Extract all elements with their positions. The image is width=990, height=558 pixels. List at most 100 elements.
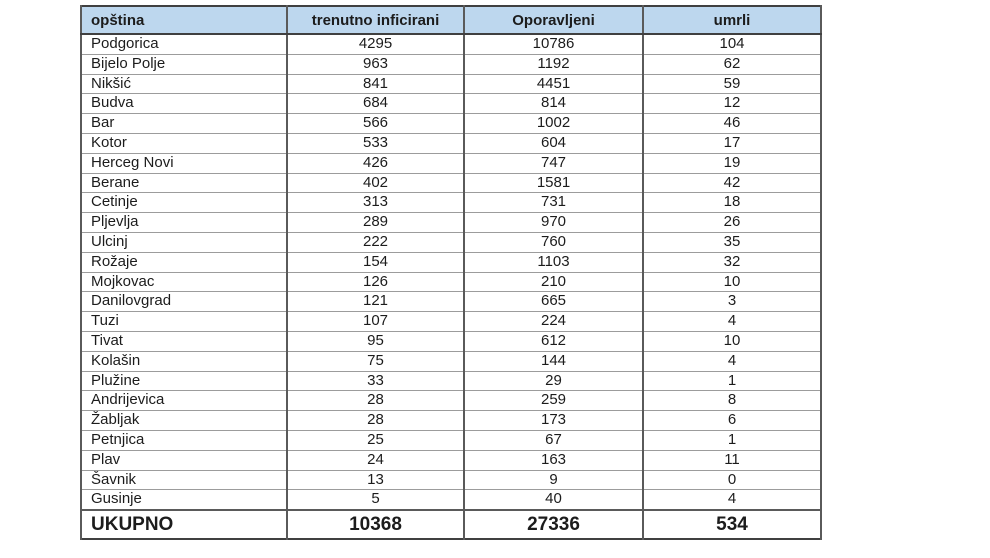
municipality-cell: Podgorica (80, 34, 288, 55)
column-header-umrli: umrli (642, 6, 822, 35)
municipality-cell: Plav (80, 449, 288, 471)
value-cell: 28 (286, 410, 465, 431)
value-cell: 1192 (463, 53, 644, 75)
total-deaths-value: 534 (642, 509, 822, 540)
municipality-cell: Rožaje (80, 251, 288, 273)
value-cell: 40 (463, 489, 644, 511)
value-cell: 612 (463, 330, 644, 352)
table-row: Rožaje 154 1103 32 (80, 251, 822, 273)
value-cell: 25 (286, 429, 465, 451)
table-row: Pljevlja 289 970 26 (80, 212, 822, 233)
table-row: Bar 566 1002 46 (80, 113, 822, 134)
municipality-cell: Gusinje (80, 489, 288, 511)
value-cell: 10786 (463, 34, 644, 55)
value-cell: 533 (286, 132, 465, 154)
value-cell: 10 (642, 271, 822, 292)
value-cell: 4 (642, 311, 822, 332)
value-cell: 6 (642, 410, 822, 431)
table-row: Berane 402 1581 42 (80, 172, 822, 193)
municipality-cell: Mojkovac (80, 271, 288, 292)
municipality-cell: Andrijevica (80, 390, 288, 411)
value-cell: 35 (642, 231, 822, 253)
value-cell: 163 (463, 449, 644, 471)
value-cell: 33 (286, 370, 465, 391)
value-cell: 9 (463, 469, 644, 490)
municipality-cell: Plužine (80, 370, 288, 391)
value-cell: 0 (642, 469, 822, 490)
table-row: Cetinje 313 731 18 (80, 192, 822, 213)
value-cell: 760 (463, 231, 644, 253)
value-cell: 402 (286, 172, 465, 193)
value-cell: 121 (286, 291, 465, 312)
municipality-cell: Danilovgrad (80, 291, 288, 312)
value-cell: 684 (286, 93, 465, 114)
municipality-cell: Tivat (80, 330, 288, 352)
value-cell: 566 (286, 113, 465, 134)
municipality-cell: Bijelo Polje (80, 53, 288, 75)
table-row: Plužine 33 29 1 (80, 370, 822, 391)
value-cell: 32 (642, 251, 822, 273)
value-cell: 28 (286, 390, 465, 411)
value-cell: 46 (642, 113, 822, 134)
municipality-cell: Berane (80, 172, 288, 193)
total-recovered-value: 27336 (463, 509, 644, 540)
table-row: Bijelo Polje 963 1192 62 (80, 53, 822, 75)
total-infected-value: 10368 (286, 509, 465, 540)
value-cell: 11 (642, 449, 822, 471)
table-row: Nikšić 841 4451 59 (80, 73, 822, 94)
municipality-cell: Ulcinj (80, 231, 288, 253)
value-cell: 963 (286, 53, 465, 75)
table-row: Šavnik 13 9 0 (80, 469, 822, 490)
table-row: Tuzi 107 224 4 (80, 311, 822, 332)
value-cell: 5 (286, 489, 465, 511)
value-cell: 1 (642, 429, 822, 451)
value-cell: 67 (463, 429, 644, 451)
municipality-cell: Pljevlja (80, 212, 288, 233)
municipality-cell: Cetinje (80, 192, 288, 213)
table-row: Budva 684 814 12 (80, 93, 822, 114)
value-cell: 126 (286, 271, 465, 292)
value-cell: 224 (463, 311, 644, 332)
municipality-cell: Kolašin (80, 350, 288, 372)
value-cell: 970 (463, 212, 644, 233)
value-cell: 259 (463, 390, 644, 411)
value-cell: 154 (286, 251, 465, 273)
value-cell: 814 (463, 93, 644, 114)
value-cell: 4451 (463, 73, 644, 94)
page: opština trenutno inficirani Oporavljeni … (80, 5, 822, 541)
total-row: UKUPNO 10368 27336 534 (80, 509, 822, 540)
value-cell: 4 (642, 489, 822, 511)
value-cell: 19 (642, 152, 822, 174)
value-cell: 62 (642, 53, 822, 75)
table-row: Žabljak 28 173 6 (80, 410, 822, 431)
table-row: Ulcinj 222 760 35 (80, 231, 822, 253)
value-cell: 104 (642, 34, 822, 55)
value-cell: 173 (463, 410, 644, 431)
table-row: Mojkovac 126 210 10 (80, 271, 822, 292)
municipality-cell: Budva (80, 93, 288, 114)
value-cell: 24 (286, 449, 465, 471)
value-cell: 210 (463, 271, 644, 292)
value-cell: 1103 (463, 251, 644, 273)
covid-municipality-table: opština trenutno inficirani Oporavljeni … (80, 5, 822, 541)
municipality-cell: Šavnik (80, 469, 288, 490)
value-cell: 841 (286, 73, 465, 94)
value-cell: 42 (642, 172, 822, 193)
value-cell: 747 (463, 152, 644, 174)
value-cell: 4295 (286, 34, 465, 55)
column-header-trenutno-inficirani: trenutno inficirani (286, 6, 465, 35)
table-row: Gusinje 5 40 4 (80, 489, 822, 511)
total-label: UKUPNO (80, 509, 288, 540)
value-cell: 75 (286, 350, 465, 372)
municipality-cell: Petnjica (80, 429, 288, 451)
value-cell: 10 (642, 330, 822, 352)
table-row: Kotor 533 604 17 (80, 132, 822, 154)
value-cell: 1 (642, 370, 822, 391)
table-row: Andrijevica 28 259 8 (80, 390, 822, 411)
value-cell: 1581 (463, 172, 644, 193)
value-cell: 8 (642, 390, 822, 411)
value-cell: 731 (463, 192, 644, 213)
value-cell: 604 (463, 132, 644, 154)
table-row: Petnjica 25 67 1 (80, 429, 822, 451)
municipality-cell: Herceg Novi (80, 152, 288, 174)
